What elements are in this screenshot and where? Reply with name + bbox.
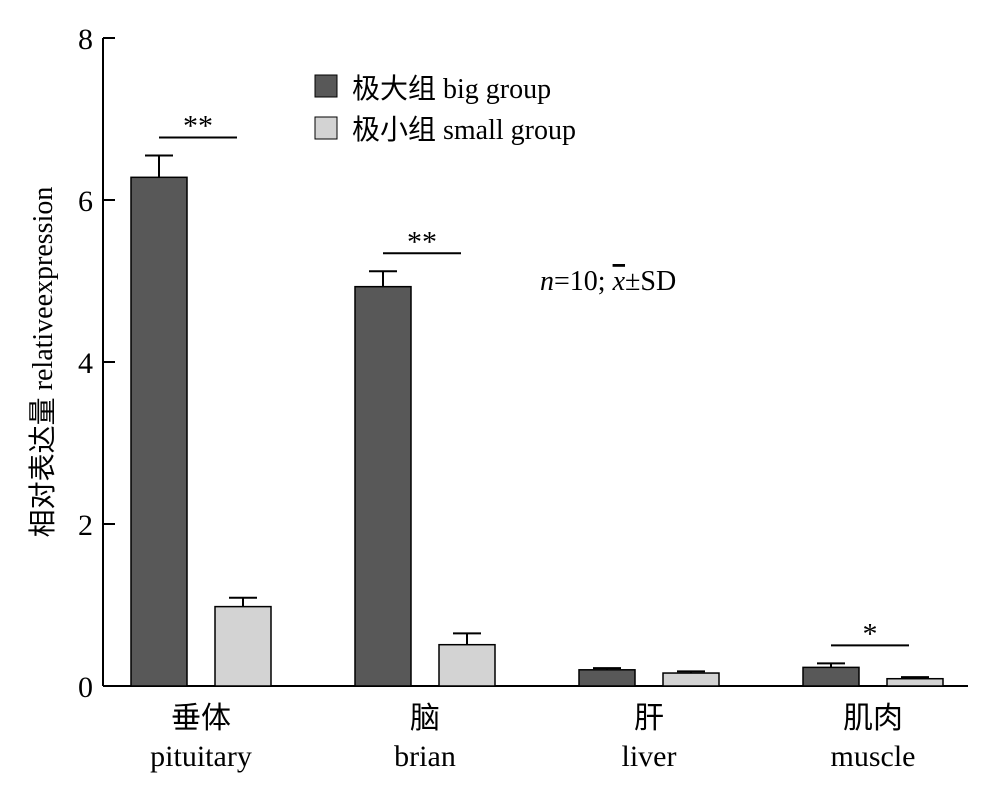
bar-pituitary-series0	[130, 176, 188, 687]
x-axis-labels: 垂体 pituitary 脑 brian 肝 liver 肌肉 muscle	[150, 702, 915, 773]
legend-swatch-small-group	[314, 116, 338, 140]
bar-muscle-series1	[886, 677, 944, 687]
legend-label-small-group: 极小组 small group	[352, 114, 576, 146]
significance-mark-pituitary: **	[183, 109, 213, 142]
significance-mark-muscle: *	[863, 617, 878, 650]
legend-swatch-big-group	[314, 74, 338, 98]
legend-label-big-group: 极大组 big group	[352, 73, 551, 105]
y-tick-label-4: 4	[78, 347, 93, 380]
y-tick-label-8: 8	[78, 23, 93, 56]
y-tick-label-2: 2	[78, 509, 93, 542]
legend: 极大组 big group 极小组 small group	[314, 73, 576, 146]
annotation-n: n	[540, 266, 554, 297]
x-label-zh-brian: 脑	[410, 702, 440, 735]
x-label-zh-muscle: 肌肉	[843, 702, 903, 735]
annotation-eq: =10;	[554, 266, 613, 297]
bar-muscle-series0	[802, 666, 860, 687]
annotation-mean: x	[612, 266, 626, 297]
bar-liver-series0	[578, 669, 636, 687]
bar-pituitary-series1	[214, 605, 272, 687]
stats-annotation: n=10; x±SD	[540, 266, 676, 297]
y-tick-label-0: 0	[78, 671, 93, 704]
x-label-en-pituitary: pituitary	[150, 740, 252, 773]
x-label-zh-liver: 肝	[634, 702, 664, 735]
significance-marks: *****	[159, 109, 909, 650]
x-label-zh-pituitary: 垂体	[171, 702, 231, 735]
bar-brian-series1	[438, 643, 496, 687]
y-tick-label-6: 6	[78, 185, 93, 218]
x-label-en-brian: brian	[394, 740, 456, 773]
significance-mark-brian: **	[407, 225, 437, 258]
y-axis-label: 相对表达量 relativeexpression	[27, 187, 59, 538]
bar-liver-series1	[662, 672, 720, 687]
bars	[130, 154, 944, 687]
x-label-en-liver: liver	[622, 740, 677, 773]
x-label-en-muscle: muscle	[831, 740, 916, 773]
annotation-sd: ±SD	[625, 266, 676, 297]
bar-brian-series0	[354, 285, 412, 687]
